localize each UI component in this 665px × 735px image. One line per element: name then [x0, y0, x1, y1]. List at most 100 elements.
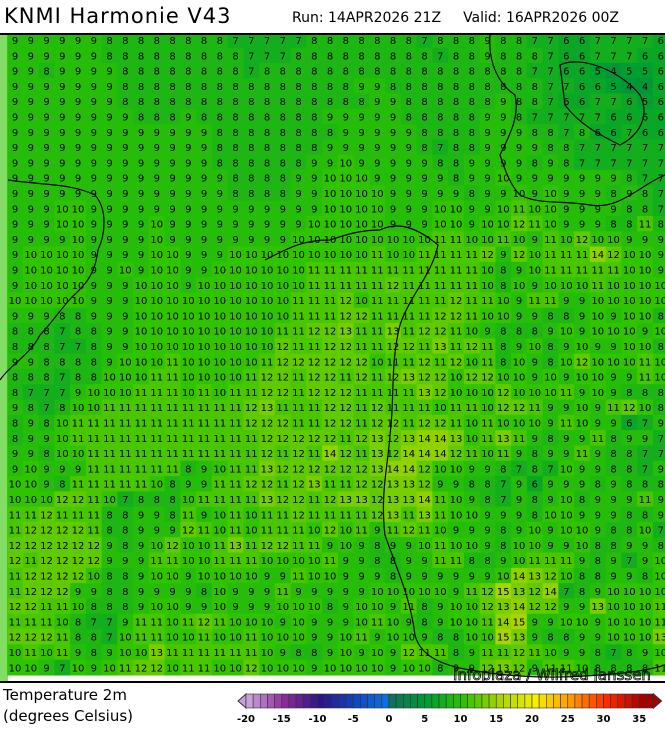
temperature-value: 11	[513, 434, 526, 445]
temperature-value: 7	[59, 327, 65, 338]
temperature-value: 11	[9, 587, 22, 598]
grid-cell	[589, 62, 607, 79]
temperature-value: 10	[450, 204, 463, 215]
temperature-value: 6	[658, 113, 664, 124]
grid-cell	[652, 124, 665, 141]
grid-cell	[22, 78, 40, 95]
temperature-value: 8	[469, 113, 475, 124]
temperature-value: 11	[355, 281, 368, 292]
temperature-value: 11	[591, 266, 604, 277]
temperature-value: 9	[532, 235, 538, 246]
grid-cell	[337, 185, 355, 202]
grid-cell	[243, 93, 260, 110]
temperature-value: 9	[579, 388, 585, 399]
temperature-value: 11	[308, 541, 321, 552]
grid-cell	[133, 170, 150, 186]
temperature-value: 11	[355, 327, 368, 338]
temperature-value: 11	[607, 266, 620, 277]
temperature-value: 9	[437, 617, 443, 628]
temperature-value: 9	[390, 113, 396, 124]
temperature-value: 9	[12, 143, 18, 154]
grid-cell	[432, 185, 449, 202]
temperature-value: 9	[122, 189, 128, 200]
grid-cell	[448, 108, 465, 125]
temperature-value: 9	[547, 327, 553, 338]
temperature-value: 12	[387, 449, 400, 460]
grid-cell	[259, 78, 276, 95]
temperature-value: 9	[122, 113, 128, 124]
temperature-value: 10	[24, 495, 37, 506]
temperature-value: 10	[591, 373, 604, 384]
temperature-value: 10	[213, 572, 226, 583]
temperature-value: 14	[418, 434, 431, 445]
temperature-value: 12	[481, 373, 494, 384]
temperature-value: 10	[450, 388, 463, 399]
temperature-value: 9	[358, 572, 364, 583]
temperature-value: 10	[639, 403, 652, 414]
scale-box	[445, 693, 454, 709]
temperature-value: 10	[481, 449, 494, 460]
temperature-value: 10	[402, 633, 415, 644]
grid-cell	[259, 231, 276, 248]
temperature-value: 9	[579, 311, 585, 322]
temperature-value: 10	[497, 174, 510, 185]
grid-cell	[353, 215, 370, 232]
temperature-value: 7	[500, 480, 506, 491]
temperature-value: 8	[658, 403, 664, 414]
temperature-value: 9	[91, 281, 97, 292]
temperature-value: 10	[355, 617, 368, 628]
temperature-value: 8	[311, 648, 317, 659]
temperature-value: 12	[371, 403, 384, 414]
grid-cell	[38, 246, 55, 263]
temperature-value: 9	[154, 189, 160, 200]
grid-cell	[243, 32, 260, 49]
temperature-value: 10	[513, 189, 526, 200]
grid-cell	[117, 62, 134, 79]
temperature-value: 10	[24, 281, 37, 292]
temperature-value: 10	[56, 296, 69, 307]
temperature-value: 11	[87, 419, 100, 430]
temperature-value: 11	[434, 296, 447, 307]
temperature-value: 11	[182, 648, 195, 659]
temperature-value: 8	[390, 82, 396, 93]
temperature-value: 10	[245, 617, 258, 628]
grid-cell	[463, 139, 481, 156]
temperature-value: 10	[119, 388, 132, 399]
temperature-value: 8	[12, 419, 18, 430]
temperature-value: 13	[150, 648, 163, 659]
temperature-value: 10	[402, 250, 415, 261]
temperature-value: 9	[75, 67, 81, 78]
temperature-value: 8	[421, 143, 427, 154]
temperature-value: 6	[579, 82, 585, 93]
grid-cell	[101, 47, 118, 64]
temperature-value: 8	[500, 266, 506, 277]
temperature-value: 9	[122, 250, 128, 261]
temperature-value: 9	[217, 250, 223, 261]
grid-cell	[70, 185, 87, 202]
grid-cell	[306, 139, 323, 156]
grid-cell	[7, 261, 24, 278]
temperature-value: 10	[544, 388, 557, 399]
temperature-value: 9	[626, 572, 632, 583]
grid-cell	[416, 185, 433, 202]
temperature-value: 7	[59, 663, 65, 674]
temperature-value: 9	[43, 143, 49, 154]
grid-cell	[621, 215, 638, 232]
temperature-value: 9	[138, 510, 144, 521]
temperature-value: 10	[261, 250, 274, 261]
temperature-value: 11	[229, 449, 242, 460]
temperature-value: 10	[229, 373, 242, 384]
temperature-value: 12	[387, 342, 400, 353]
temperature-value: 9	[547, 541, 553, 552]
grid-cell	[385, 231, 402, 248]
temperature-value: 8	[453, 174, 459, 185]
scale-box	[488, 693, 497, 709]
grid-cell	[322, 78, 339, 95]
temperature-value: 12	[513, 403, 526, 414]
temperature-value: 9	[484, 541, 490, 552]
grid-cell	[416, 108, 433, 125]
scale-box	[567, 693, 576, 709]
temperature-value: 10	[528, 526, 541, 537]
temperature-value: 9	[484, 128, 490, 139]
temperature-value: 14	[324, 449, 337, 460]
